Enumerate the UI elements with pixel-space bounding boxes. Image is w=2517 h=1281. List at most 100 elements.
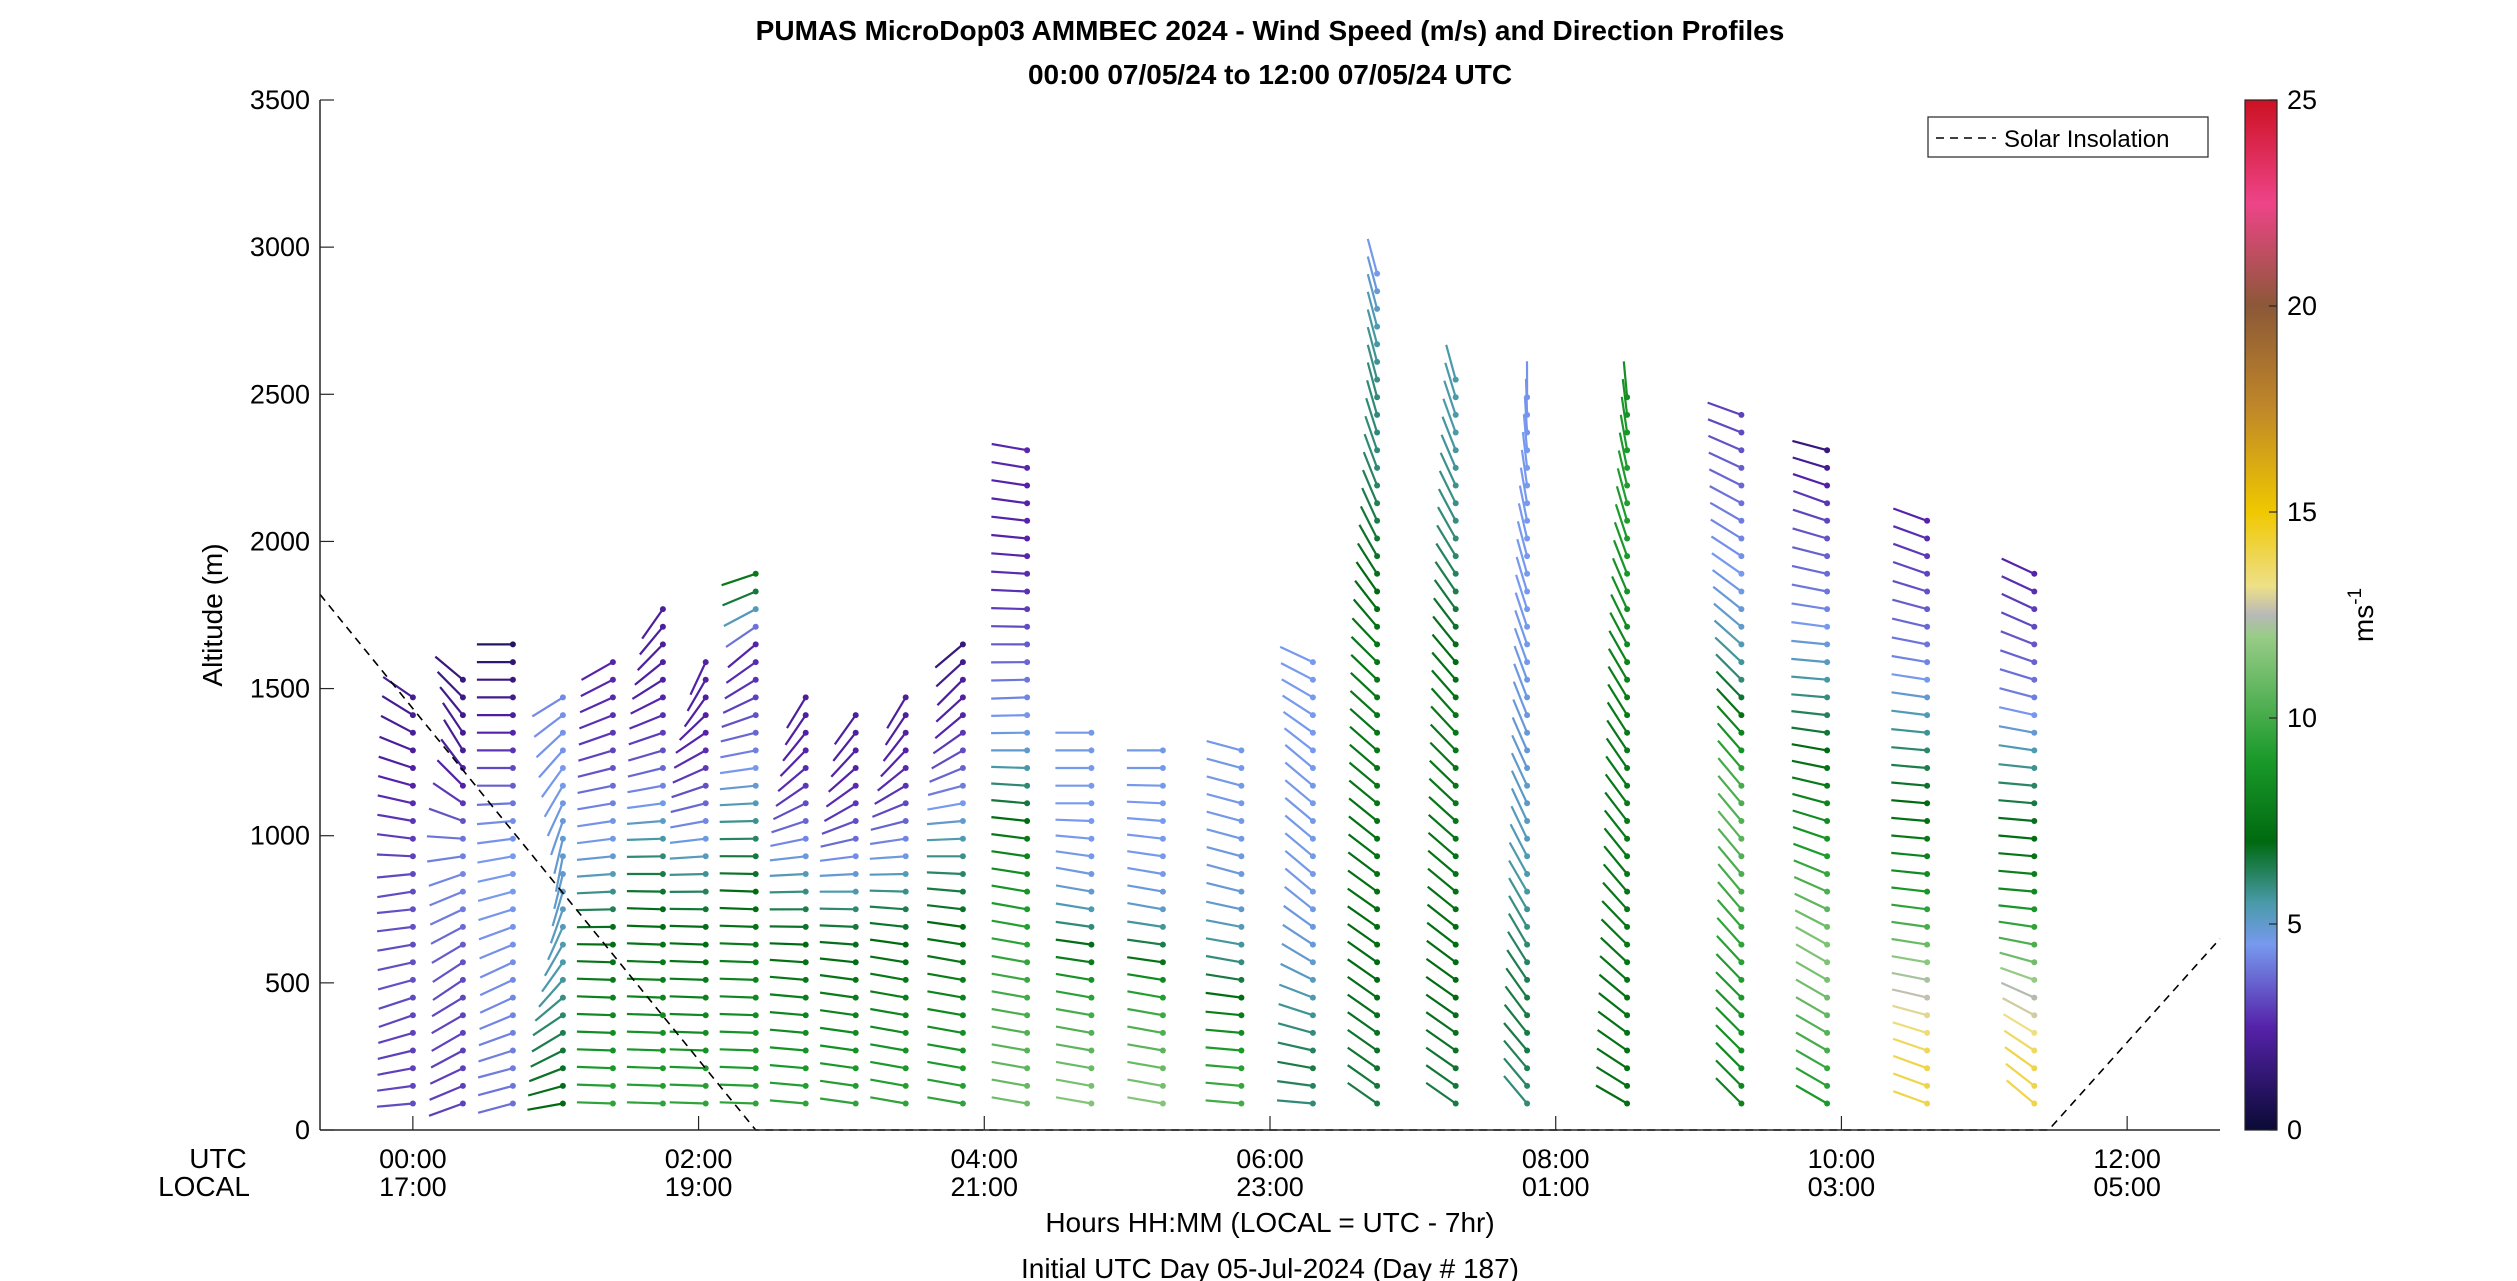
- wind-barb-shaft: [769, 1046, 806, 1052]
- wind-barb-shaft: [1503, 1057, 1528, 1087]
- wind-barb-shaft: [1606, 719, 1629, 752]
- wind-barb-dot: [1024, 782, 1031, 789]
- wind-barb-shaft: [627, 749, 664, 762]
- wind-barb-shaft: [1891, 691, 1928, 699]
- wind-barb-dot: [659, 800, 666, 807]
- wind-barb-dot: [1309, 747, 1316, 754]
- wind-barb-dot: [1824, 888, 1831, 895]
- wind-barb-dot: [509, 976, 516, 983]
- wind-barb-shaft: [1206, 775, 1242, 787]
- y-tick-label: 500: [265, 968, 310, 998]
- wind-barb-dot: [559, 712, 566, 719]
- wind-barb-shaft: [927, 1043, 964, 1052]
- wind-barb-shaft: [1715, 989, 1743, 1016]
- wind-barb-dot: [1088, 959, 1095, 966]
- wind-barb-dot: [852, 747, 859, 754]
- wind-barb-dot: [752, 800, 759, 807]
- wind-barb-shaft: [377, 794, 414, 805]
- wind-barb-dot: [1924, 782, 1931, 789]
- wind-barb-shaft: [476, 819, 513, 826]
- wind-barb-dot: [1738, 482, 1745, 489]
- wind-barb-dot: [1374, 553, 1381, 560]
- wind-barb-dot: [1374, 818, 1381, 824]
- wind-barb-dot: [1159, 959, 1166, 966]
- wind-barb-dot: [1374, 994, 1381, 1001]
- wind-barb-dot: [1452, 1065, 1459, 1072]
- wind-barb-shaft: [722, 590, 757, 607]
- wind-barb-dot: [1374, 835, 1381, 842]
- wind-barb-shaft: [1795, 926, 1828, 946]
- wind-barb-dot: [1824, 782, 1831, 789]
- wind-barb-dot: [609, 765, 616, 771]
- wind-barb-shaft: [1596, 1047, 1628, 1070]
- wind-barb-dot: [1524, 1012, 1531, 1019]
- x-tick-label-utc: 06:00: [1236, 1144, 1304, 1174]
- wind-barb-shaft: [1716, 687, 1743, 716]
- wind-barb-shaft: [439, 686, 464, 716]
- wind-barb-dot: [902, 906, 909, 913]
- wind-barb-dot: [1374, 288, 1381, 295]
- wind-barb-shaft: [1716, 917, 1743, 946]
- wind-barb-shaft: [669, 1065, 706, 1070]
- wind-barb-shaft: [1791, 639, 1828, 646]
- wind-barb-dot: [1738, 906, 1745, 913]
- wind-barb-dot: [459, 676, 466, 683]
- wind-barb-shaft: [1998, 936, 2035, 946]
- wind-barb-dot: [2031, 765, 2038, 771]
- wind-barb-shaft: [1055, 818, 1092, 823]
- wind-barb-shaft: [549, 908, 564, 944]
- wind-barb-shaft: [627, 802, 664, 810]
- wind-barb-shaft: [1516, 538, 1529, 575]
- wind-barb-shaft: [1792, 826, 1828, 840]
- wind-barb-shaft: [1435, 542, 1457, 575]
- wind-barb-dot: [1738, 641, 1745, 648]
- wind-barb-dot: [1824, 729, 1831, 736]
- wind-barb-dot: [1524, 729, 1531, 736]
- wind-barb-shaft: [1366, 256, 1379, 292]
- wind-barb-dot: [659, 1029, 666, 1036]
- wind-barb-dot: [1924, 853, 1931, 860]
- wind-barb-shaft: [1431, 651, 1457, 681]
- x-tick-label-local: 17:00: [379, 1172, 447, 1202]
- wind-barb-dot: [409, 871, 416, 877]
- wind-barb-dot: [409, 1065, 416, 1072]
- wind-barb-shaft: [991, 816, 1028, 823]
- wind-barb-dot: [1624, 1047, 1631, 1054]
- wind-barb-dot: [1524, 517, 1531, 524]
- wind-barb-shaft: [719, 872, 756, 876]
- wind-barb-shaft: [1430, 687, 1457, 716]
- wind-barb-shaft: [1347, 1028, 1378, 1052]
- wind-barb-dot: [1374, 959, 1381, 966]
- wind-barb-shaft: [819, 872, 856, 877]
- wind-barb-dot: [1088, 765, 1095, 771]
- wind-barb-dot: [509, 1047, 516, 1054]
- wind-barb-dot: [1452, 835, 1459, 842]
- wind-barb-dot: [1024, 853, 1031, 860]
- wind-barb-shaft: [1442, 398, 1457, 433]
- wind-barb-dot: [1524, 800, 1531, 807]
- wind-barb-dot: [1452, 871, 1459, 877]
- wind-barb-shaft: [1795, 1031, 1828, 1052]
- wind-barb-shaft: [547, 926, 564, 961]
- wind-barb-dot: [1824, 588, 1831, 595]
- wind-barb-shaft: [1512, 699, 1529, 734]
- wind-barb-shaft: [1205, 937, 1242, 946]
- y-tick-label: 2500: [250, 379, 310, 409]
- wind-barb-shaft: [869, 889, 906, 893]
- wind-barb-dot: [752, 588, 759, 595]
- wind-barb-shaft: [1998, 904, 2035, 911]
- wind-barb-dot: [802, 782, 809, 789]
- wind-barb-dot: [1524, 959, 1531, 966]
- colorbar-tick-label: 0: [2287, 1115, 2302, 1145]
- wind-barb-shaft: [1891, 654, 1928, 664]
- wind-barb-dot: [559, 853, 566, 860]
- wind-barb-shaft: [1347, 1011, 1378, 1034]
- chart-title: PUMAS MicroDop03 AMMBEC 2024 - Wind Spee…: [756, 15, 1785, 46]
- wind-barb-dot: [559, 1029, 566, 1036]
- wind-barb-dot: [459, 871, 466, 877]
- wind-barb-dot: [1624, 800, 1631, 807]
- wind-barb-shaft: [1717, 845, 1743, 875]
- wind-barb-dot: [1738, 1082, 1745, 1089]
- wind-barb-shaft: [626, 890, 663, 893]
- wind-barb-dot: [659, 959, 666, 966]
